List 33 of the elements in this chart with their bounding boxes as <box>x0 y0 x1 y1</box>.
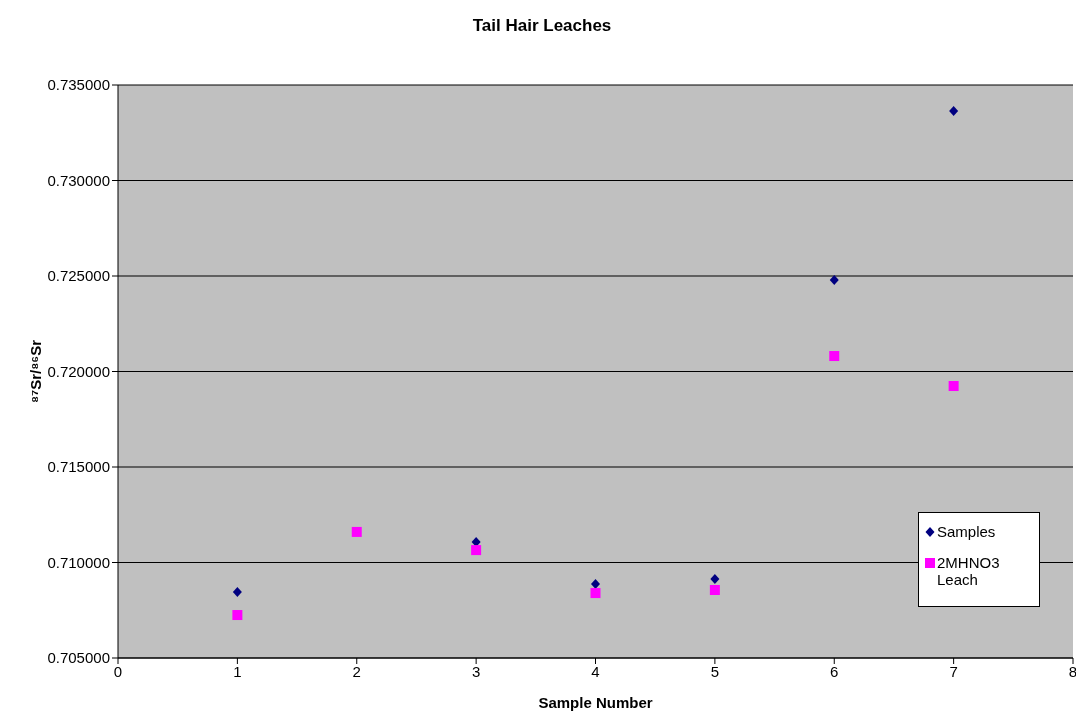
point <box>232 610 243 621</box>
point <box>948 381 959 392</box>
point <box>829 275 839 286</box>
point <box>709 585 720 595</box>
y-axis-title: ⁸⁷Sr/⁸⁶Sr <box>27 339 45 404</box>
y-tick-label: 0.735000 <box>47 76 110 94</box>
x-tick-label: 8 <box>1068 662 1078 680</box>
y-tick-label: 0.730000 <box>47 171 110 189</box>
y-tick-label: 0.705000 <box>47 649 110 667</box>
x-tick-label: 7 <box>949 662 958 680</box>
point <box>949 105 959 116</box>
point <box>591 579 600 590</box>
x-tick-label: 5 <box>710 662 720 680</box>
y-tick-label: 0.725000 <box>47 267 110 285</box>
point <box>590 588 601 599</box>
point <box>829 351 840 362</box>
y-tick-label: 0.720000 <box>47 362 110 380</box>
chart-title: Tail Hair Leaches <box>471 16 613 36</box>
x-tick-label: 6 <box>830 662 839 680</box>
x-tick-label: 4 <box>591 662 600 680</box>
y-tick-label: 0.710000 <box>47 553 110 571</box>
legend-label: Samples <box>937 523 996 540</box>
point <box>710 573 720 584</box>
legend-label: 2MHNO3 Leach <box>937 554 1001 588</box>
point <box>351 526 362 537</box>
point <box>471 545 482 556</box>
x-tick-label: 0 <box>113 662 123 680</box>
point <box>232 586 242 597</box>
x-axis-title: Sample Number <box>538 694 653 711</box>
x-tick-label: 3 <box>471 662 481 680</box>
x-tick-label: 1 <box>233 662 242 680</box>
y-tick-label: 0.715000 <box>47 458 110 476</box>
x-tick-label: 2 <box>352 662 361 680</box>
